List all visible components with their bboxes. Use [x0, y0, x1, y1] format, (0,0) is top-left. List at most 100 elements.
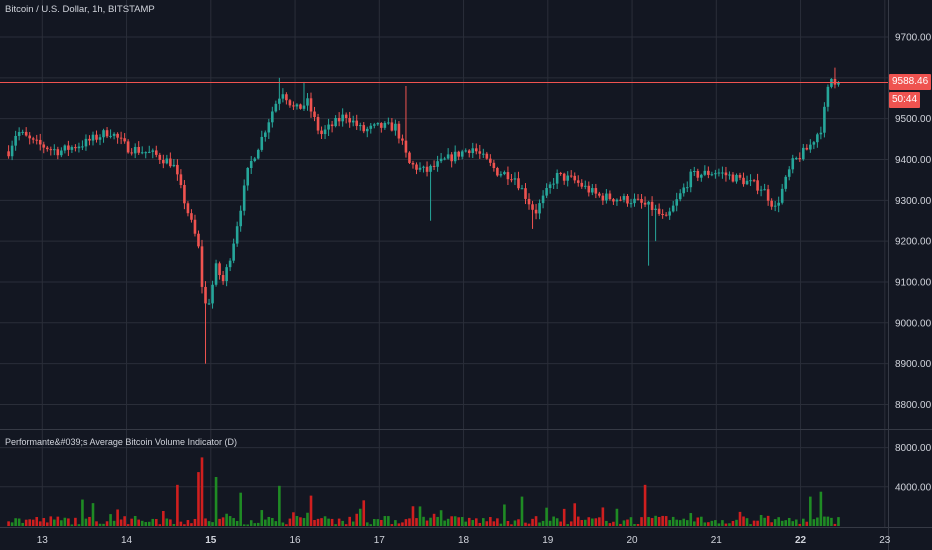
candle	[154, 145, 158, 158]
candle-body	[147, 151, 151, 153]
candle-body	[552, 183, 555, 185]
candle	[801, 143, 805, 161]
candle-body	[464, 150, 468, 152]
price-tick-label: 9300.00	[895, 196, 932, 207]
candle	[742, 172, 745, 187]
volume-bar	[31, 519, 35, 526]
candle-body	[190, 213, 193, 220]
candle-body	[707, 170, 710, 175]
candle	[534, 203, 538, 220]
candle-body	[95, 134, 98, 140]
candle	[436, 155, 439, 172]
candle	[292, 101, 295, 110]
candle	[235, 221, 239, 247]
candle	[299, 103, 302, 110]
candle-body	[689, 171, 693, 188]
volume-bar	[320, 518, 323, 526]
candle-body	[221, 275, 225, 282]
candle-body	[330, 124, 334, 127]
candle	[330, 120, 334, 133]
candle	[503, 170, 506, 176]
candle	[42, 141, 46, 154]
candle	[605, 189, 608, 204]
candle-body	[496, 168, 499, 176]
price-tick-label: 9500.00	[895, 114, 932, 125]
candle-body	[362, 125, 366, 132]
volume-bar	[133, 515, 137, 526]
volume-bar	[246, 524, 250, 526]
candle	[288, 98, 292, 108]
volume-bar	[605, 520, 608, 526]
volume-bar	[306, 512, 309, 526]
volume-bar	[130, 518, 133, 526]
time-tick-label: 21	[711, 535, 723, 546]
candle	[443, 156, 446, 161]
volume-bar	[235, 520, 239, 526]
volume-bar	[418, 506, 422, 526]
candle	[24, 127, 28, 137]
candle	[98, 134, 102, 146]
candle-body	[408, 152, 411, 163]
candle-body	[619, 199, 622, 201]
candle-body	[654, 208, 657, 210]
volume-bar	[408, 518, 411, 526]
time-tick-label: 17	[374, 535, 386, 546]
volume-bar	[580, 520, 584, 526]
candle-body	[327, 124, 330, 130]
candle	[137, 141, 141, 155]
candle-body	[664, 214, 668, 216]
candle-body	[246, 168, 250, 186]
volume-bar	[169, 519, 172, 526]
volume-bar	[506, 520, 510, 526]
candle	[633, 193, 636, 207]
candle	[302, 81, 306, 111]
candle-body	[766, 189, 770, 201]
candle-body	[165, 158, 169, 164]
candle	[692, 166, 696, 176]
candle-body	[794, 157, 798, 159]
volume-bar	[7, 521, 10, 526]
candle-body	[214, 263, 218, 285]
candle	[703, 165, 707, 177]
volume-bar	[794, 519, 798, 526]
candle-body	[562, 173, 566, 181]
candle	[717, 168, 721, 177]
candle	[471, 142, 475, 159]
volume-bar	[812, 519, 816, 526]
candle-body	[531, 204, 534, 210]
candle	[84, 134, 88, 151]
candle-body	[323, 129, 327, 135]
volume-bar	[81, 499, 84, 526]
volume-bar	[467, 517, 471, 526]
candle-body	[102, 130, 105, 138]
candle-body	[154, 150, 158, 155]
candle	[513, 172, 517, 186]
volume-bar	[390, 524, 394, 526]
volume-bar	[271, 517, 274, 526]
candle	[453, 145, 457, 164]
volume-bar	[823, 516, 826, 526]
volume-bar	[749, 524, 752, 526]
candle-body	[685, 187, 689, 189]
candle	[787, 166, 791, 181]
candle	[285, 92, 288, 105]
volume-bar	[801, 518, 805, 526]
candle	[7, 145, 10, 159]
candle	[200, 239, 204, 294]
volume-bar	[204, 518, 207, 526]
candle-body	[225, 267, 228, 282]
candle	[707, 166, 710, 179]
candle	[38, 133, 42, 151]
chart-title: Bitcoin / U.S. Dollar, 1h, BITSTAMP	[5, 4, 155, 15]
volume-bar	[425, 520, 429, 526]
candle	[499, 171, 503, 178]
time-axis: 13 14 15 16 17 18 19 20 21 22 23	[37, 535, 891, 546]
candle-body	[612, 199, 615, 202]
candle	[580, 179, 584, 189]
candle-body	[313, 111, 316, 118]
candle-body	[763, 189, 766, 191]
candle	[489, 154, 492, 167]
candle	[56, 146, 60, 160]
volume-bar	[731, 520, 735, 526]
